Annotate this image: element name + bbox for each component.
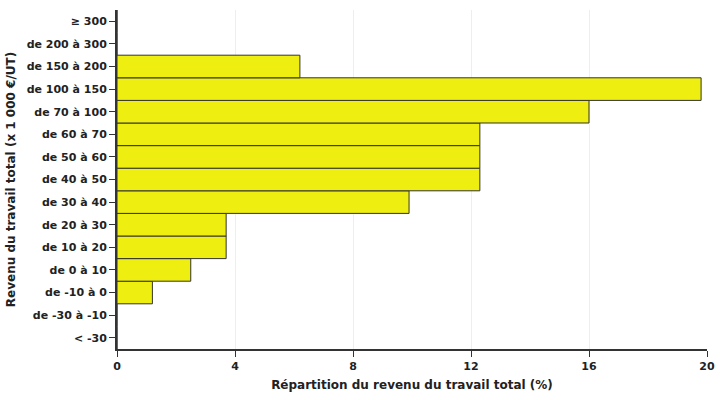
svg-text:4: 4 [231, 360, 239, 373]
svg-text:de 10 à 20: de 10 à 20 [42, 241, 107, 254]
svg-text:de 0 à 10: de 0 à 10 [50, 264, 108, 277]
svg-text:de 30 à 40: de 30 à 40 [42, 196, 107, 209]
svg-text:de 150 à 200: de 150 à 200 [27, 60, 108, 73]
svg-text:8: 8 [349, 360, 357, 373]
svg-text:12: 12 [463, 360, 478, 373]
svg-text:de -30 à -10: de -30 à -10 [33, 309, 107, 322]
svg-text:0: 0 [113, 360, 121, 373]
svg-text:≥ 300: ≥ 300 [71, 15, 107, 28]
svg-text:16: 16 [581, 360, 597, 373]
svg-text:Répartition du revenu du trava: Répartition du revenu du travail total (… [271, 378, 553, 392]
svg-text:20: 20 [699, 360, 715, 373]
svg-text:de 100 à 150: de 100 à 150 [27, 83, 108, 96]
svg-text:de 20 à 30: de 20 à 30 [42, 219, 107, 232]
svg-text:de -10 à 0: de -10 à 0 [45, 286, 107, 299]
svg-text:< -30: < -30 [74, 332, 107, 345]
svg-text:de 50 à 60: de 50 à 60 [42, 151, 107, 164]
svg-text:de 60 à 70: de 60 à 70 [42, 128, 107, 141]
svg-text:de 70 à 100: de 70 à 100 [34, 106, 107, 119]
svg-text:de 40 à 50: de 40 à 50 [42, 173, 107, 186]
svg-text:de 200 à 300: de 200 à 300 [27, 38, 108, 51]
svg-text:Revenu du travail total (x 1 0: Revenu du travail total (x 1 000 €/UT) [4, 52, 18, 307]
